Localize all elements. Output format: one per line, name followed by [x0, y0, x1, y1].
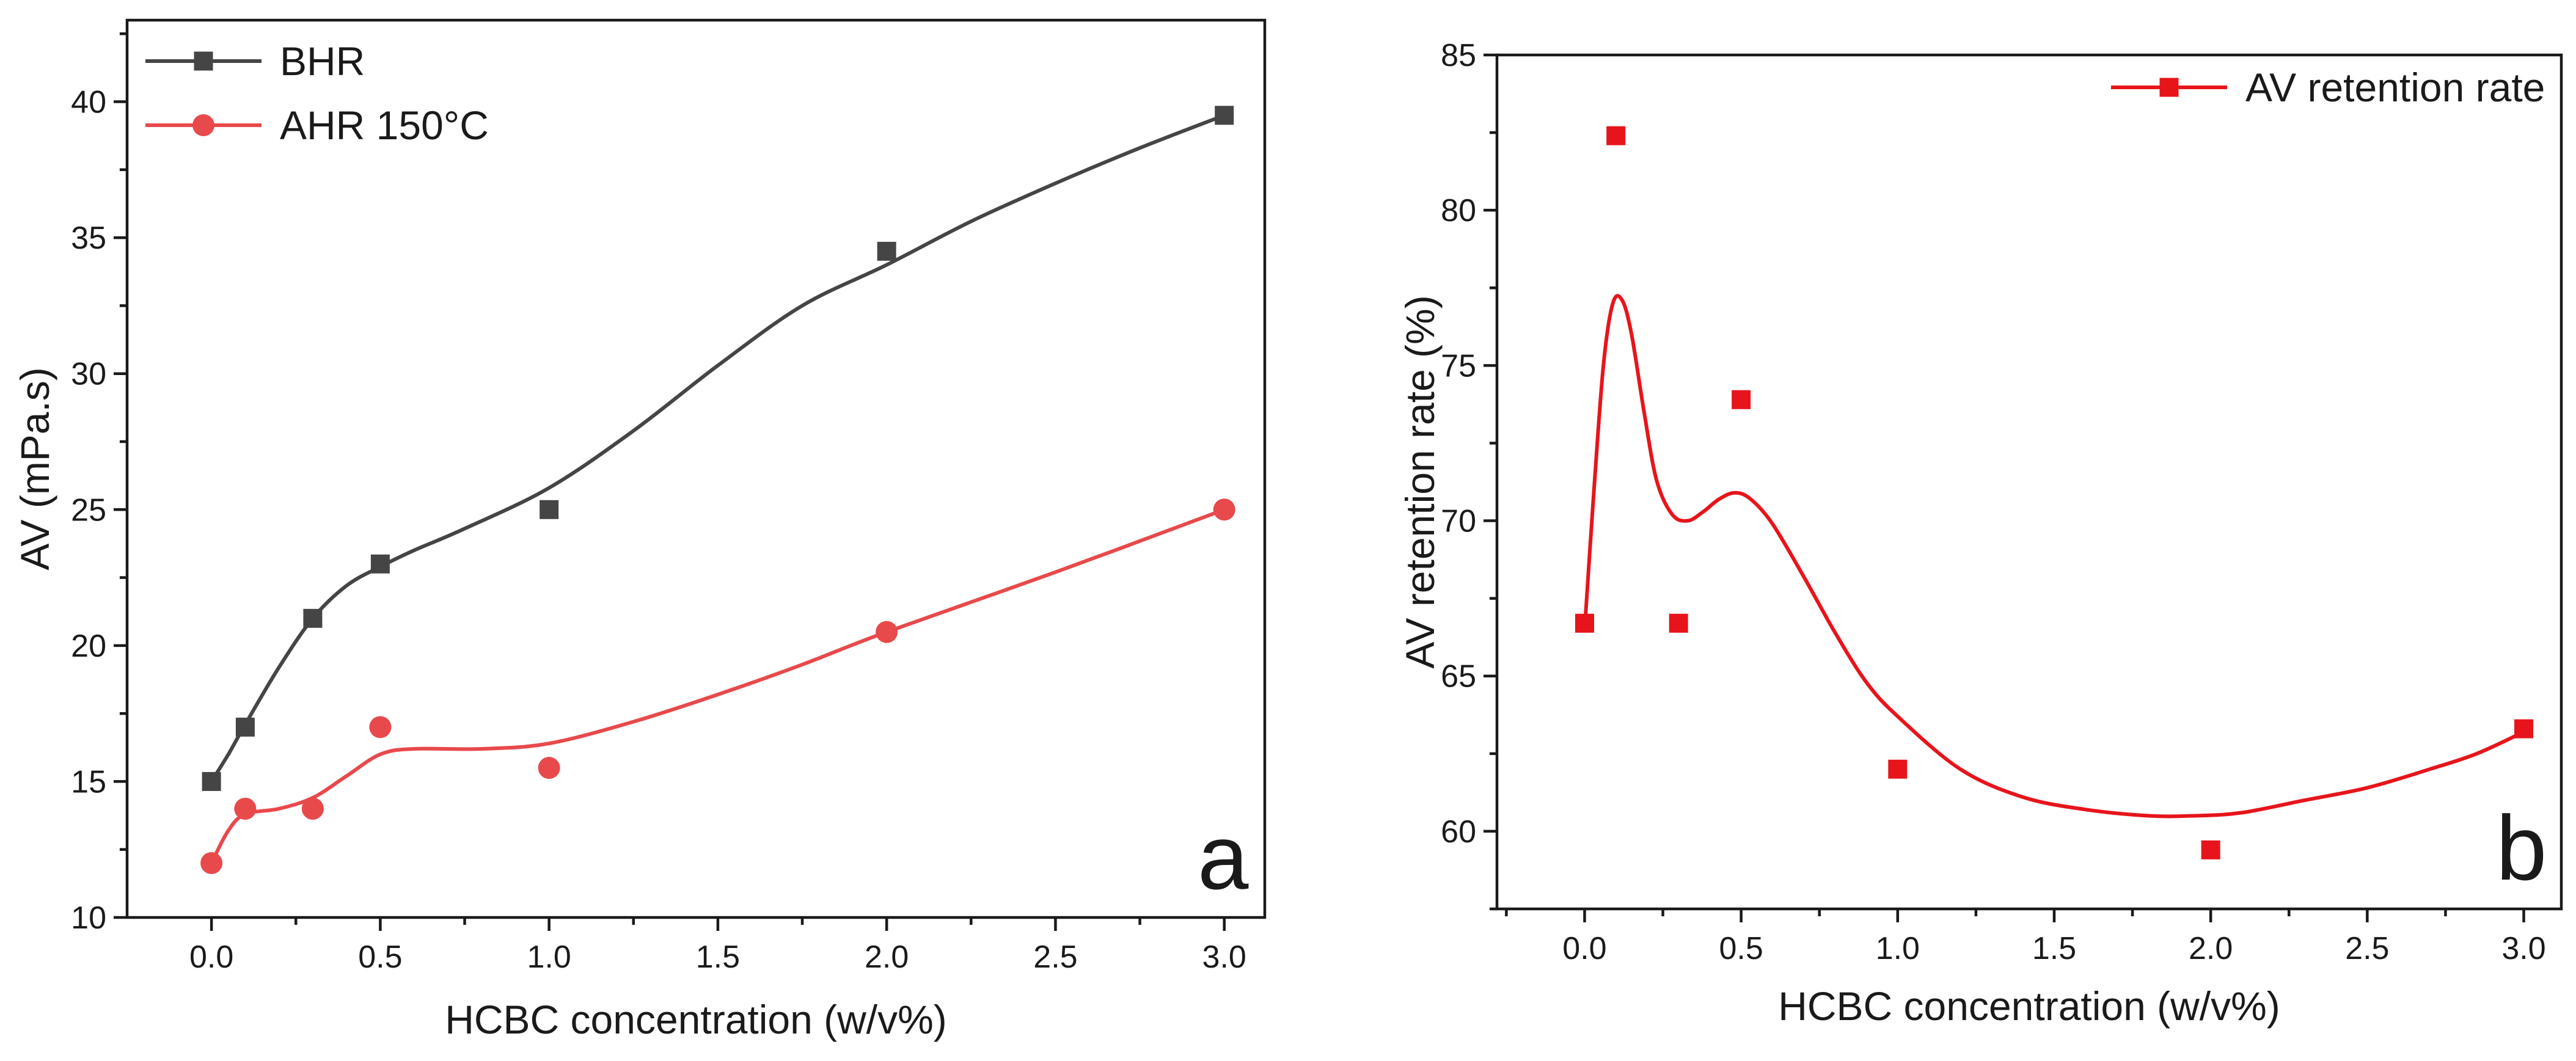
y-tick-label: 65 [1441, 659, 1476, 695]
x-axis-title: HCBC concentration (w/v%) [1778, 983, 2280, 1029]
y-tick-label: 10 [71, 900, 106, 936]
x-tick-label: 1.5 [696, 939, 740, 975]
y-tick-label: 15 [71, 764, 106, 800]
panel-letter: a [1198, 806, 1249, 908]
legend-marker [2159, 78, 2179, 97]
data-point [1215, 106, 1234, 125]
legend-marker [192, 114, 214, 136]
data-point [876, 621, 898, 643]
plot-frame [125, 18, 1267, 919]
data-point [1575, 613, 1594, 633]
y-tick-label: 80 [1441, 193, 1476, 228]
data-point [538, 757, 560, 779]
data-point [303, 608, 323, 628]
y-tick-label: 85 [1441, 38, 1476, 73]
x-tick-label: 2.5 [2345, 931, 2389, 966]
legend-marker [194, 51, 213, 71]
series-fit-line [1583, 294, 2526, 819]
x-tick-label: 2.0 [2189, 931, 2233, 966]
y-axis-title: AV (mPa.s) [12, 367, 57, 570]
y-tick-label: 70 [1441, 504, 1476, 539]
y-tick-label: 30 [71, 357, 106, 392]
data-point [370, 554, 390, 574]
x-tick-label: 3.0 [1202, 939, 1246, 975]
y-tick-label: 20 [71, 629, 106, 664]
series-fit-line [210, 508, 1226, 865]
data-point [301, 797, 324, 820]
data-point [877, 241, 896, 261]
legend-label: AHR 150°C [280, 103, 489, 148]
data-point [1669, 613, 1688, 633]
data-point [1213, 498, 1235, 521]
data-point [2201, 840, 2220, 859]
x-tick-label: 1.0 [1876, 931, 1920, 966]
y-axis-title: AV retention rate (%) [1397, 295, 1443, 668]
plot-frame [1495, 53, 2563, 911]
y-tick-label: 25 [71, 492, 106, 528]
data-point [2514, 719, 2534, 738]
y-tick-label: 35 [71, 221, 106, 256]
data-point [234, 797, 257, 820]
data-point [1732, 390, 1751, 409]
y-tick-label: 40 [71, 85, 106, 120]
data-point [369, 716, 392, 738]
x-tick-label: 1.5 [2032, 931, 2076, 966]
series-fit-line [210, 113, 1226, 784]
data-point [1606, 126, 1626, 145]
y-tick-label: 75 [1441, 348, 1476, 384]
chart-panel-b: 0.0 0.5 1.0 1.5 2.0 2.5 3.0 60 65 70 75 80 85 HCBC co… [1397, 38, 2563, 1029]
x-tick-label: 0.5 [1719, 931, 1763, 966]
data-point [540, 500, 559, 519]
legend-label: AV retention rate [2245, 65, 2545, 110]
x-tick-label: 0.0 [1562, 931, 1606, 966]
data-point [202, 771, 221, 791]
x-axis-title: HCBC concentration (w/v%) [445, 997, 947, 1042]
x-tick-label: 1.0 [527, 939, 571, 975]
x-tick-label: 0.0 [189, 939, 233, 975]
x-tick-label: 3.0 [2501, 931, 2545, 966]
legend-label: BHR [280, 38, 365, 84]
y-tick-label: 60 [1441, 814, 1476, 850]
x-tick-label: 2.5 [1033, 939, 1077, 975]
data-point [1888, 759, 1908, 779]
chart-panel-a: 0.0 0.5 1.0 1.5 2.0 2.5 3.0 10 15 20 25 30 35 40 HCBC … [12, 18, 1267, 1042]
x-tick-label: 2.0 [865, 939, 909, 975]
panel-letter: b [2496, 797, 2547, 899]
x-tick-label: 0.5 [358, 939, 402, 975]
data-point [235, 717, 255, 737]
data-point [200, 851, 223, 874]
